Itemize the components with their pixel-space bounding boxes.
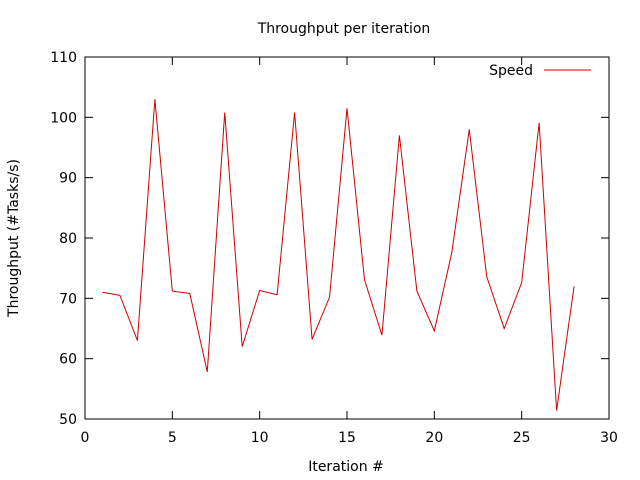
x-tick-label: 5 bbox=[168, 430, 177, 446]
y-axis-label: Throughput (#Tasks/s) bbox=[6, 159, 22, 318]
y-axis-ticks: 50 60 70 80 90 100 110 bbox=[50, 50, 609, 428]
y-tick-label: 50 bbox=[59, 412, 77, 428]
legend: Speed bbox=[489, 63, 591, 79]
x-tick-label: 15 bbox=[338, 430, 356, 446]
x-tick-label: 0 bbox=[81, 430, 90, 446]
y-tick-label: 80 bbox=[59, 231, 77, 247]
x-tick-label: 25 bbox=[513, 430, 531, 446]
x-axis-ticks: 0 5 10 15 20 25 30 bbox=[81, 57, 618, 446]
series-line-speed bbox=[102, 99, 575, 411]
x-tick-label: 20 bbox=[425, 430, 443, 446]
x-tick-label: 30 bbox=[600, 430, 618, 446]
x-axis-label: Iteration # bbox=[308, 459, 384, 475]
legend-label-speed: Speed bbox=[489, 63, 533, 79]
y-tick-label: 100 bbox=[50, 110, 77, 126]
plot-area-border bbox=[84, 56, 610, 420]
chart-title: Throughput per iteration bbox=[257, 21, 431, 37]
y-tick-label: 60 bbox=[59, 352, 77, 368]
y-tick-label: 110 bbox=[50, 50, 77, 66]
x-tick-label: 10 bbox=[251, 430, 269, 446]
y-tick-label: 90 bbox=[59, 171, 77, 187]
y-tick-label: 70 bbox=[59, 291, 77, 307]
